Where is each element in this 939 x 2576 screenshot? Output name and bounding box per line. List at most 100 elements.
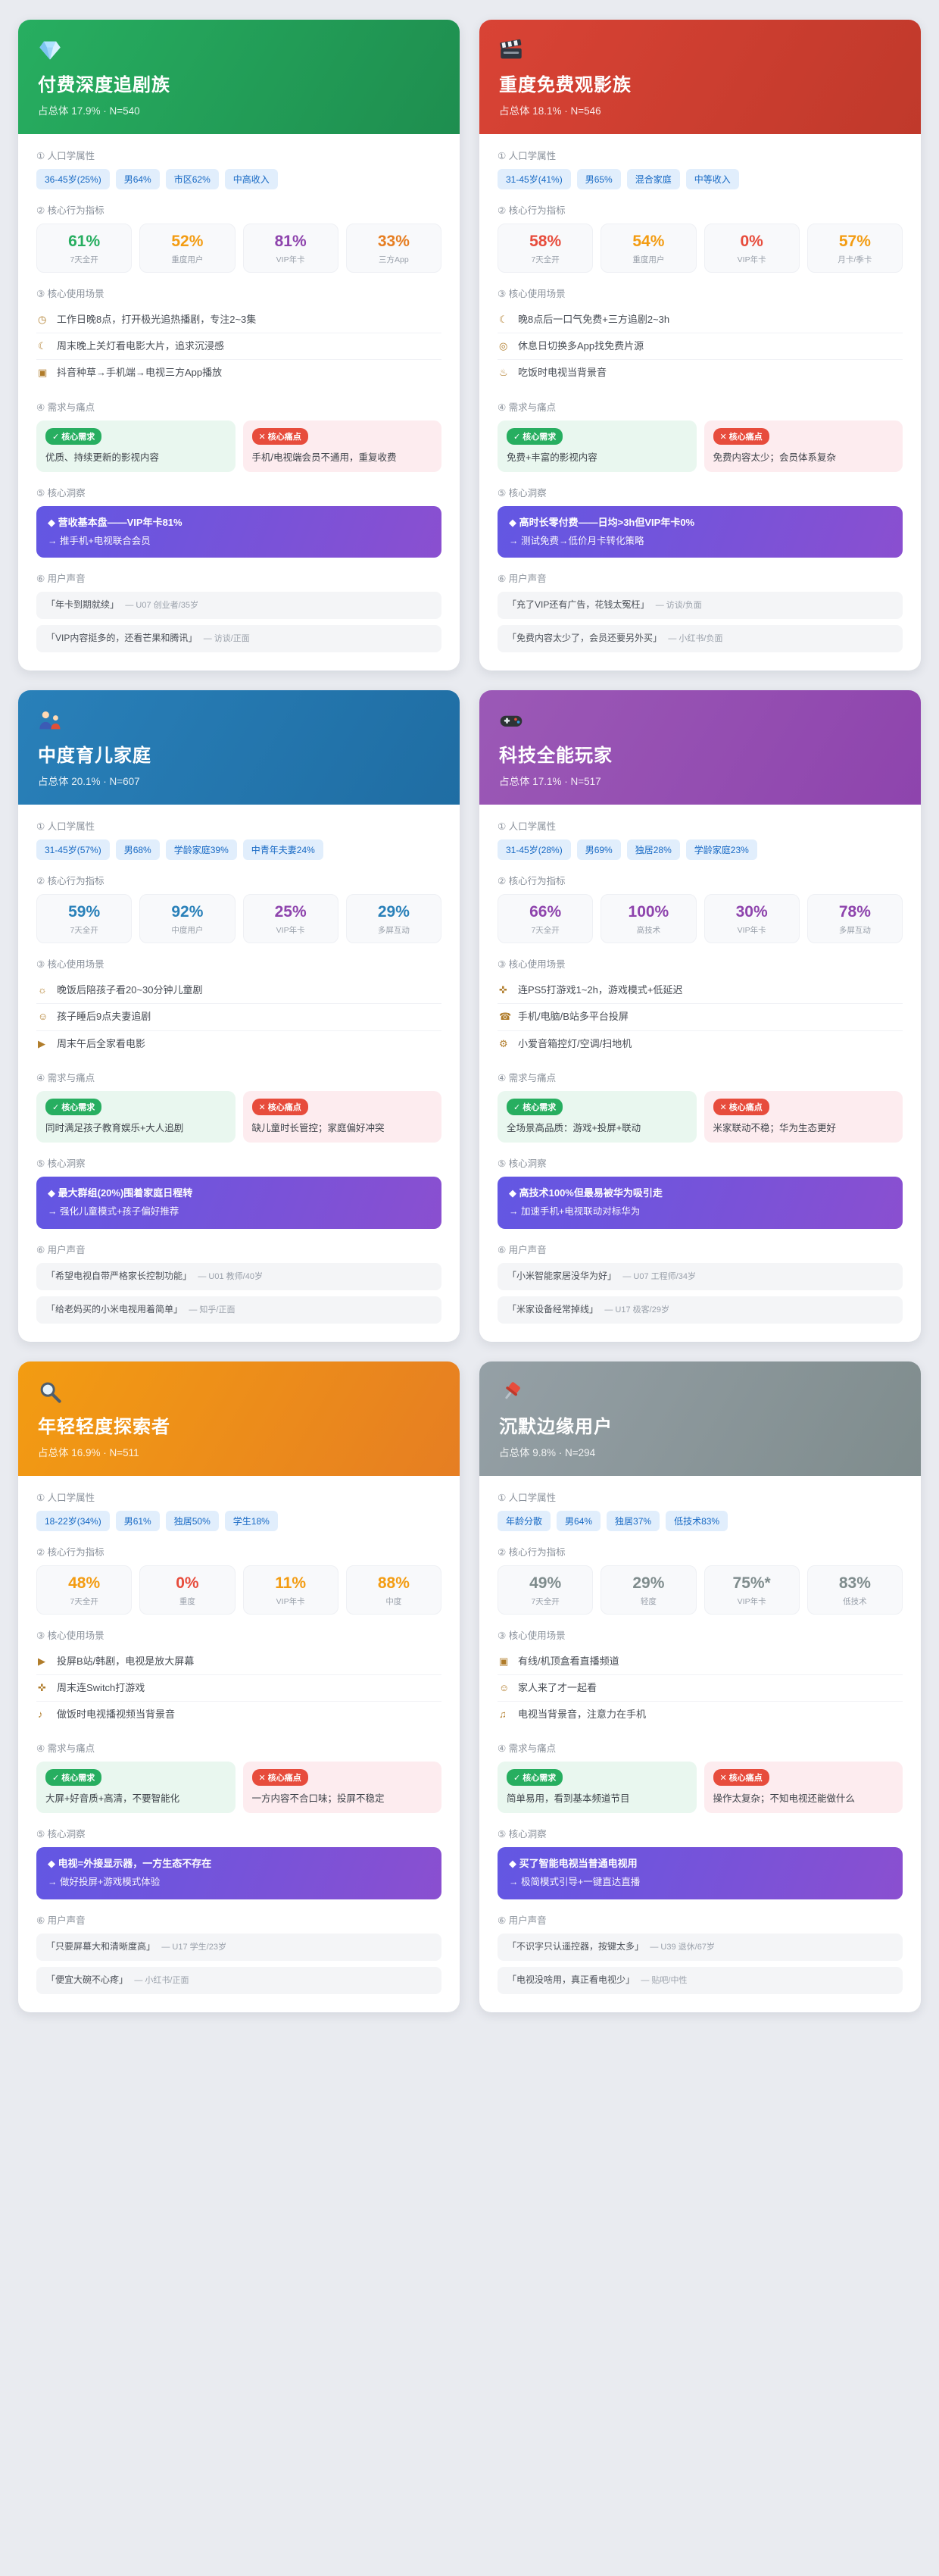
metric-label: 7天全开 [70,255,98,264]
metric-value: 92% [171,903,204,921]
section-label-scenarios: ③ 核心使用场景 [498,289,566,299]
persona-share-stat: 占总体 20.1% · N=607 [38,776,140,788]
metric-value: 100% [628,903,669,921]
voice-source: — U39 退休/67岁 [650,1942,715,1952]
metric-box: 0% 重度 [139,1565,236,1615]
pain-text: 免费内容太少；会员体系复杂 [713,452,837,463]
metric-box: 0% VIP年卡 [703,224,800,273]
demographic-badge: 市区62% [165,169,219,189]
scenario-text: 休息日切换多App找免费片源 [518,340,644,352]
card-header: 沉默边缘用户 占总体 9.8% · N=294 [479,1361,921,1476]
scenario-item: ☾ 晚8点后一口气免费+三方追剧2~3h [498,307,903,334]
insight-headline: ◆ 高时长零付费——日均>3h但VIP年卡0% [509,516,695,528]
demographic-badges: 31-45岁(57%) 男68% 学龄家庭39% 中青年夫妻24% [36,839,441,861]
scenario-icon: ♨ [499,367,508,379]
scenario-text: 电视当背景音，注意力在手机 [518,1708,647,1720]
need-badge: ✓ 核心需求 [507,427,563,445]
section-label-insight: ⑤ 核心洞察 [498,1829,547,1840]
section-label-metrics: ② 核心行为指标 [498,1546,566,1558]
section-label-scenarios: ③ 核心使用场景 [498,1630,566,1641]
demographic-badge: 男64% [557,1510,601,1531]
pain-text: 操作太复杂；不知电视还能做什么 [713,1793,856,1805]
insight-action: → 测试免费→低价月卡转化策略 [509,535,644,546]
card-header: 科技全能玩家 占总体 17.1% · N=517 [479,690,921,805]
persona-share-stat: 占总体 16.9% · N=511 [38,1446,139,1458]
clapper-icon [499,38,901,62]
need-box: ✓ 核心需求 简单易用，看到基本频道节目 [498,1762,697,1814]
voice-quote: 「给老妈买的小米电视用着简单」 — 知乎/正面 [36,1296,441,1324]
scenario-icon: ▣ [38,367,48,379]
insight-headline: ◆ 买了智能电视当普通电视用 [509,1858,638,1870]
section-label-demographics: ① 人口学属性 [36,151,95,161]
pain-box: ✕ 核心痛点 一方内容不合口味；投屏不稳定 [242,1762,441,1814]
section-label-metrics: ② 核心行为指标 [36,205,105,216]
insight-action: → 做好投屏+游戏模式体验 [48,1877,161,1888]
card-body: ① 人口学属性 18-22岁(34%) 男61% 独居50% 学生18% ② 核… [18,1476,460,2012]
insight-headline: ◆ 营收基本盘——VIP年卡81% [48,516,182,528]
card-body: ① 人口学属性 31-45岁(57%) 男68% 学龄家庭39% 中青年夫妻24… [18,805,460,1341]
scenario-text: 抖音种草→手机端→电视三方App播放 [57,367,223,379]
demographic-badge: 低技术83% [666,1510,728,1531]
scenario-text: 周末连Switch打游戏 [57,1681,145,1693]
section-label-insight: ⑤ 核心洞察 [36,487,86,499]
needs-pains-grid: ✓ 核心需求 全场景高品质：游戏+投屏+联动 ✕ 核心痛点 米家联动不稳；华为生… [498,1090,903,1143]
voice-text: 「年卡到期就续」 [46,599,120,611]
persona-card: 科技全能玩家 占总体 17.1% · N=517 ① 人口学属性 31-45岁(… [479,690,921,1342]
scenario-item: ◎ 休息日切换多App找免费片源 [498,333,903,361]
metric-box: 100% 高技术 [601,894,697,944]
scenario-icon: ▶ [38,1655,45,1667]
voice-text: 「米家设备经常掉线」 [507,1303,599,1315]
scenario-icon: ▶ [38,1037,45,1049]
metric-box: 61% 7天全开 [36,224,133,273]
persona-card: 年轻轻度探索者 占总体 16.9% · N=511 ① 人口学属性 18-22岁… [18,1361,460,2012]
section-label-insight: ⑤ 核心洞察 [498,1158,547,1169]
demographic-badge: 男61% [115,1510,160,1531]
section-label-voices: ⑥ 用户声音 [498,574,547,585]
insight-action: → 推手机+电视联合会员 [48,535,151,546]
insight-action: → 强化儿童模式+孩子偏好推荐 [48,1206,179,1218]
metric-label: 7天全开 [531,926,560,936]
demographic-badge: 中青年夫妻24% [242,839,323,861]
metric-label: VIP年卡 [276,1596,305,1606]
voice-text: 「希望电视自带严格家长控制功能」 [46,1270,192,1281]
metric-box: 25% VIP年卡 [242,894,338,944]
metric-label: 轻度 [640,1596,657,1606]
metric-value: 88% [377,1574,410,1592]
demographic-badges: 年龄分散 男64% 独居37% 低技术83% [498,1510,903,1531]
metric-value: 33% [377,233,410,250]
need-box: ✓ 核心需求 优质、持续更新的影视内容 [36,420,236,472]
metric-box: 92% 中度用户 [139,894,236,944]
scenario-icon: ☺ [38,1011,48,1023]
section-label-voices: ⑥ 用户声音 [498,1244,547,1255]
need-box: ✓ 核心需求 大屏+好音质+高清，不要智能化 [36,1762,236,1814]
persona-share-stat: 占总体 17.1% · N=517 [499,776,601,788]
metric-box: 52% 重度用户 [139,224,236,273]
metric-label: 7天全开 [70,926,98,936]
demographic-badges: 31-45岁(28%) 男69% 独居28% 学龄家庭23% [498,839,903,861]
metrics-row: 58% 7天全开 54% 重度用户 0% VIP年卡 57% 月卡/季卡 [498,224,903,273]
scenario-list: ☼ 晚饭后陪孩子看20~30分钟儿童剧 ☺ 孩子睡后9点夫妻追剧 ▶ 周末午后全… [36,977,441,1057]
demographic-badge: 学龄家庭23% [685,839,757,861]
section-label-needs: ④ 需求与痛点 [36,402,95,413]
pain-box: ✕ 核心痛点 缺儿童时长管控；家庭偏好冲突 [242,1090,441,1143]
metric-label: 7天全开 [531,1596,560,1606]
metric-value: 57% [838,233,871,250]
section-label-metrics: ② 核心行为指标 [36,1546,105,1558]
scenario-text: 家人来了才一起看 [518,1681,597,1693]
voice-quote: 「希望电视自带严格家长控制功能」 — U01 教师/40岁 [36,1262,441,1290]
voice-source: — U07 创业者/35岁 [125,601,198,611]
voice-source: — U07 工程师/34岁 [622,1271,696,1281]
metric-label: 三方App [379,255,409,264]
voice-list: 「年卡到期就续」 — U07 创业者/35岁 「VIP内容挺多的，还看芒果和腾讯… [36,592,441,653]
need-badge: ✓ 核心需求 [45,427,102,445]
scenario-item: ♨ 吃饭时电视当背景音 [498,360,903,386]
pain-badge: ✕ 核心痛点 [251,427,308,445]
demographic-badge: 男69% [576,839,621,861]
insight-action: → 加速手机+电视联动对标华为 [509,1206,641,1218]
voice-list: 「希望电视自带严格家长控制功能」 — U01 教师/40岁 「给老妈买的小米电视… [36,1262,441,1324]
magnifier-icon [38,1380,440,1404]
scenario-text: 吃饭时电视当背景音 [518,367,607,379]
voice-quote: 「免费内容太少了，会员还要另外买」 — 小红书/负面 [498,625,903,653]
demographic-badge: 31-45岁(41%) [498,169,571,189]
scenario-list: ☾ 晚8点后一口气免费+三方追剧2~3h ◎ 休息日切换多App找免费片源 ♨ … [498,307,903,386]
